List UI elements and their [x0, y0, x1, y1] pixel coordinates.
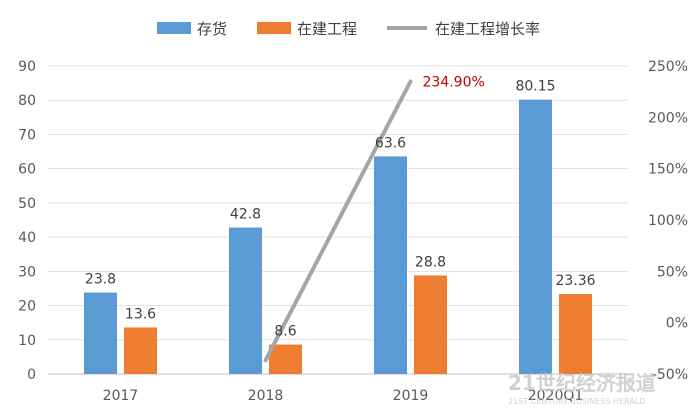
y-tick-label-left: 60 [18, 162, 36, 178]
bar-data-label: 13.6 [125, 306, 156, 322]
watermark: 21世纪经济报道 21ST CENTURY BUSINESS HERALD [508, 371, 656, 406]
bar-1-1 [269, 344, 302, 374]
y-tick-label-left: 90 [18, 59, 36, 75]
bar-data-label: 8.6 [274, 324, 296, 340]
data-labels: 23.8 42.8 63.6 80.15 13.6 8.6 28.8 23.36 234.90% [85, 75, 596, 340]
y-tick-label-right: 100% [648, 213, 688, 229]
y-tick-label-left: 70 [18, 127, 36, 143]
y-axis-right: -50% 0% 50% 100% 150% 200% 250% [648, 59, 688, 383]
y-tick-label-left: 30 [18, 264, 36, 280]
bar-0-1 [229, 227, 262, 374]
legend-swatch [257, 22, 291, 34]
y-tick-label-right: 150% [648, 162, 688, 178]
y-tick-label-left: 0 [27, 367, 36, 383]
legend-label: 存货 [197, 20, 227, 38]
y-tick-label-left: 40 [18, 230, 36, 246]
legend-swatch [157, 22, 191, 34]
bar-data-label: 23.8 [85, 272, 116, 288]
y-tick-label-left: 50 [18, 196, 36, 212]
bar-1-0 [124, 327, 157, 374]
y-tick-label-right: -50% [652, 367, 688, 383]
x-tick-label: 2020Q1 [528, 388, 584, 404]
y-tick-label-left: 20 [18, 299, 36, 315]
legend-label: 在建工程 [297, 20, 357, 38]
watermark-subtext: 21ST CENTURY BUSINESS HERALD [508, 397, 645, 406]
bar-data-label: 42.8 [230, 207, 261, 223]
bar-data-label: 28.8 [415, 254, 446, 270]
bar-0-2 [374, 156, 407, 374]
bar-1-3 [559, 294, 592, 374]
y-tick-label-right: 0% [666, 316, 688, 332]
x-axis: 2017 2018 2019 2020Q1 [103, 388, 584, 404]
y-tick-label-right: 200% [648, 110, 688, 126]
growth-line [263, 79, 413, 363]
bar-1-2 [414, 275, 447, 374]
y-tick-label-right: 50% [657, 264, 688, 280]
x-tick-label: 2019 [393, 388, 429, 404]
bar-data-label: 63.6 [375, 135, 406, 151]
bar-data-label: 80.15 [515, 79, 555, 95]
line-series-0 [263, 79, 413, 363]
legend-label: 在建工程增长率 [435, 20, 540, 38]
line-data-label: 234.90% [423, 75, 485, 91]
y-tick-label-right: 250% [648, 59, 688, 75]
legend: 存货 在建工程 在建工程增长率 [157, 20, 540, 38]
x-tick-label: 2018 [248, 388, 284, 404]
bar-0-0 [84, 292, 117, 374]
legend-item: 在建工程增长率 [387, 20, 540, 38]
y-tick-label-left: 10 [18, 333, 36, 349]
bar-data-label: 23.36 [555, 273, 595, 289]
bar-0-3 [519, 99, 552, 374]
bars [84, 99, 592, 374]
legend-item: 存货 [157, 20, 227, 38]
x-tick-label: 2017 [103, 388, 139, 404]
watermark-text: 21世纪经济报道 [508, 371, 656, 395]
legend-item: 在建工程 [257, 20, 357, 38]
y-tick-label-left: 80 [18, 93, 36, 109]
y-axis-left: 0 10 20 30 40 50 60 70 80 90 [18, 59, 36, 383]
